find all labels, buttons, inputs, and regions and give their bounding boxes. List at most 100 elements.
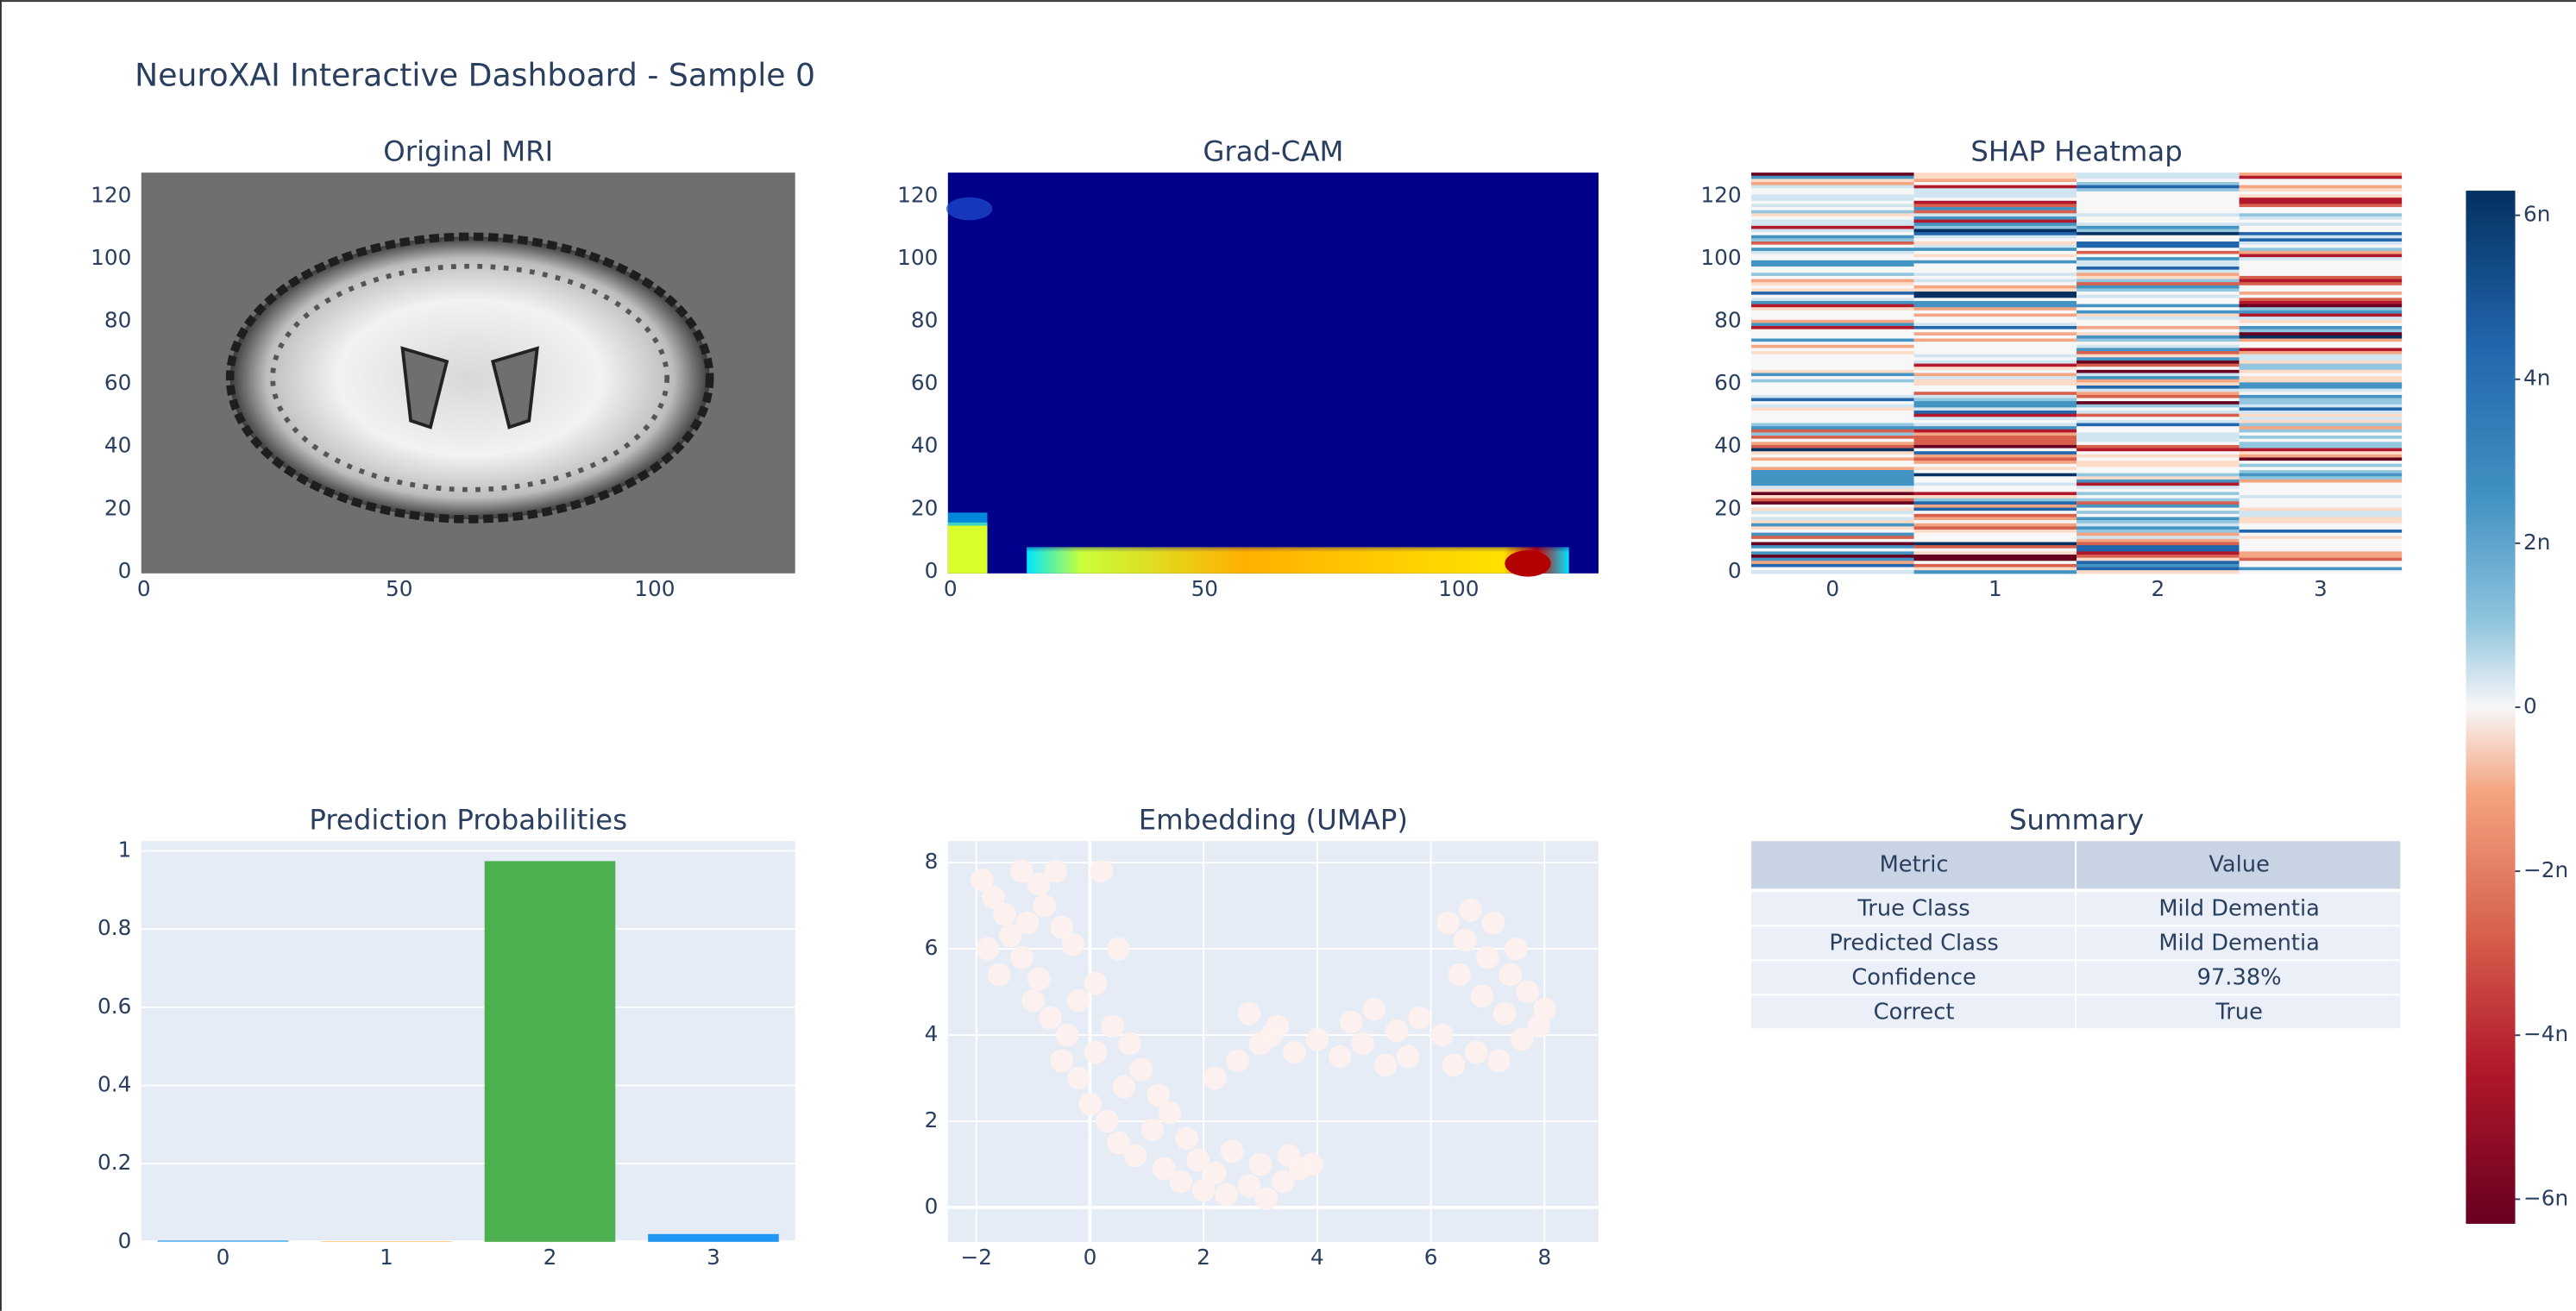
heatmap-stripe — [2239, 479, 2403, 484]
heatmap-stripe — [2239, 567, 2403, 571]
heatmap-stripe — [1751, 367, 1914, 371]
y-tick-label: 20 — [104, 495, 132, 520]
heatmap-stripe — [1751, 529, 1914, 534]
y-tick-label: 0 — [1728, 558, 1742, 583]
heatmap-stripe — [1751, 275, 1914, 280]
heatmap-stripe — [1751, 332, 1914, 336]
heatmap-stripe — [2077, 392, 2240, 396]
heatmap-stripe — [2239, 323, 2403, 327]
heatmap-stripe — [2239, 229, 2403, 233]
heatmap-stripe — [1751, 229, 1914, 233]
scatter-point — [1299, 1152, 1323, 1176]
heatmap-stripe — [1751, 351, 1914, 355]
bar — [157, 1240, 289, 1242]
scatter-point — [1237, 1174, 1261, 1198]
x-tick-label: 50 — [1191, 576, 1219, 601]
heatmap-stripe — [2239, 223, 2403, 227]
heatmap-stripe — [1913, 467, 2077, 471]
heatmap-stripe — [1913, 210, 2077, 214]
y-tick-label: 60 — [911, 370, 939, 395]
heatmap-stripe — [1913, 317, 2077, 321]
heatmap-stripe — [1751, 520, 1914, 524]
heatmap-stripe — [2077, 407, 2240, 411]
scatter-point — [1078, 1092, 1102, 1116]
heatmap-stripe — [2239, 411, 2403, 415]
subplot-title: Original MRI — [383, 135, 553, 167]
heatmap-stripe — [1751, 294, 1914, 298]
heatmap-stripe — [2239, 513, 2403, 518]
scatter-point — [1459, 898, 1483, 922]
scatter-point — [1147, 1083, 1170, 1107]
heatmap-stripe — [2239, 476, 2403, 480]
heatmap-stripe — [2239, 436, 2403, 440]
heatmap-stripe — [2239, 385, 2403, 390]
heatmap-stripe — [2239, 444, 2403, 449]
heatmap-stripe — [2077, 360, 2240, 365]
heatmap-stripe — [2239, 392, 2403, 396]
heatmap-stripe — [1751, 238, 1914, 242]
heatmap-stripe — [2239, 244, 2403, 248]
heatmap-stripe — [1751, 379, 1914, 383]
heatmap-stripe — [2077, 204, 2240, 208]
heatmap-stripe — [1913, 411, 2077, 415]
heatmap-stripe — [1913, 223, 2077, 227]
x-tick-label: 1 — [380, 1245, 393, 1270]
heatmap-stripe — [1751, 188, 1914, 192]
heatmap-stripe — [1913, 498, 2077, 502]
x-tick-label: 2 — [1197, 1245, 1210, 1270]
heatmap-stripe — [2077, 229, 2240, 233]
heatmap-stripe — [2077, 319, 2240, 323]
heatmap-stripe — [2239, 285, 2403, 290]
heatmap-stripe — [1751, 448, 1914, 452]
heatmap-stripe — [2077, 182, 2240, 186]
heatmap-stripe — [1913, 354, 2077, 358]
scatter-point — [1021, 988, 1045, 1013]
heatmap-stripe — [1751, 567, 1914, 571]
heatmap-stripe — [1751, 473, 1914, 477]
heatmap-stripe — [1751, 235, 1914, 239]
table-cell — [1751, 892, 2076, 925]
scatter-point — [1215, 1182, 1238, 1207]
table-cell — [2077, 995, 2401, 1029]
y-tick-label: 120 — [91, 182, 131, 207]
heatmap-stripe — [1751, 360, 1914, 365]
heatmap-stripe — [2077, 469, 2240, 474]
heatmap-stripe — [1913, 369, 2077, 374]
y-tick-label: 1 — [118, 837, 132, 862]
heatmap-stripe — [1751, 563, 1914, 568]
heatmap-stripe — [1913, 267, 2077, 271]
heatmap-stripe — [1913, 263, 2077, 267]
table-header-text: Value — [2208, 851, 2270, 877]
scatter-point — [1408, 1006, 1431, 1030]
heatmap-stripe — [1913, 463, 2077, 467]
scatter-point — [1203, 1066, 1227, 1090]
heatmap-stripe — [1751, 469, 1914, 474]
heatmap-stripe — [1751, 329, 1914, 333]
heatmap-stripe — [1751, 279, 1914, 283]
heatmap-stripe — [1751, 426, 1914, 430]
heatmap-stripe — [2077, 442, 2240, 446]
heatmap-stripe — [1913, 269, 2077, 273]
heatmap-stripe — [1751, 417, 1914, 421]
heatmap-stripe — [1751, 257, 1914, 261]
scatter-point — [1055, 1023, 1079, 1047]
heatmap-stripe — [2077, 219, 2240, 223]
heatmap-stripe — [1751, 385, 1914, 390]
scatter-point — [1498, 963, 1523, 987]
heatmap-stripe — [1913, 520, 2077, 524]
heatmap-stripe — [2239, 532, 2403, 536]
heatmap-stripe — [2077, 523, 2240, 527]
heatmap-stripe — [2239, 250, 2403, 255]
heatmap-stripe — [1913, 429, 2077, 433]
heatmap-stripe — [1913, 388, 2077, 392]
heatmap-stripe — [1751, 223, 1914, 227]
scatter-point — [970, 868, 994, 892]
colorbar-tick-label: 4n — [2523, 366, 2550, 391]
heatmap-stripe — [1913, 172, 2077, 177]
scatter-point — [1226, 1049, 1250, 1073]
heatmap-stripe — [2239, 486, 2403, 490]
heatmap-stripe — [2077, 567, 2240, 571]
heatmap-stripe — [1751, 357, 1914, 361]
heatmap-stripe — [1913, 542, 2077, 546]
heatmap-stripe — [1751, 495, 1914, 499]
